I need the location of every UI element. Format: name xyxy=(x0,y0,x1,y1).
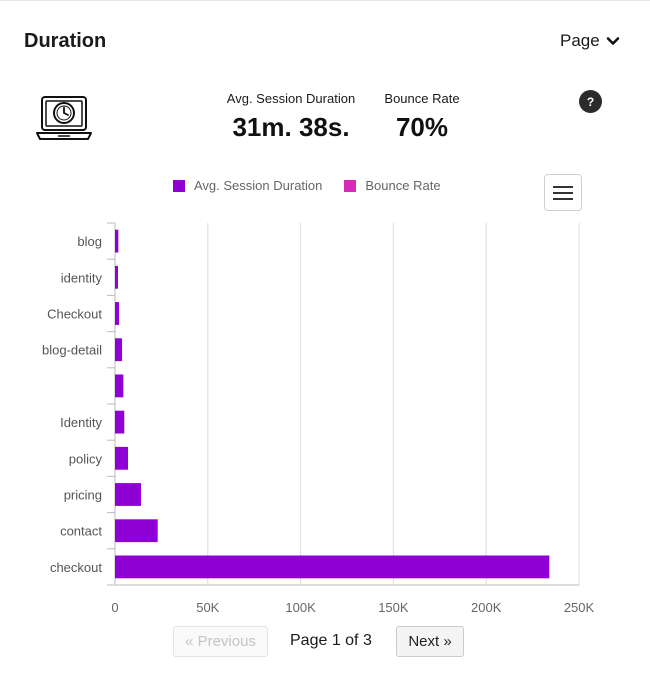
hamburger-icon-line xyxy=(553,185,573,188)
chart-legend: Avg. Session Duration Bounce Rate xyxy=(173,178,441,193)
next-button[interactable]: Next » xyxy=(396,626,464,657)
chart-menu-button[interactable] xyxy=(544,174,582,211)
page-dropdown[interactable]: Page xyxy=(560,31,620,51)
bar xyxy=(115,302,120,325)
category-label: identity xyxy=(61,270,103,285)
pagination: « Previous Page 1 of 3 Next » xyxy=(0,626,650,658)
x-tick-label: 150K xyxy=(378,600,409,615)
previous-button[interactable]: « Previous xyxy=(173,626,268,657)
page-dropdown-label: Page xyxy=(560,31,600,50)
bar xyxy=(115,555,550,579)
x-tick-label: 100K xyxy=(285,600,316,615)
hamburger-icon-line xyxy=(553,191,573,194)
chevron-down-icon xyxy=(606,37,620,45)
x-tick-label: 200K xyxy=(471,600,502,615)
category-label: contact xyxy=(60,524,102,539)
bounce-rate-value: 70% xyxy=(395,112,449,142)
hamburger-icon-line xyxy=(553,197,573,200)
category-label: pricing xyxy=(64,488,102,503)
avg-session-value: 31m. 38s. xyxy=(232,112,350,142)
category-label: Identity xyxy=(60,415,102,430)
bar xyxy=(115,483,141,506)
bar xyxy=(115,265,118,289)
help-icon[interactable]: ? xyxy=(579,90,602,113)
bar xyxy=(115,338,123,362)
avg-session-label: Avg. Session Duration xyxy=(226,91,356,106)
bar xyxy=(115,446,128,470)
bar xyxy=(115,410,125,434)
legend-swatch xyxy=(344,179,357,192)
x-tick-label: 50K xyxy=(196,600,219,615)
bar xyxy=(115,519,158,543)
x-tick-label: 250K xyxy=(564,600,595,615)
page-info: Page 1 of 3 xyxy=(290,632,372,649)
legend-swatch xyxy=(173,179,185,192)
bounce-rate-stat: Bounce Rate 70% xyxy=(374,91,470,143)
avg-session-stat: Avg. Session Duration 31m. 38s. xyxy=(215,91,367,143)
laptop-clock-icon xyxy=(36,96,92,140)
bar xyxy=(115,374,124,398)
bounce-rate-label: Bounce Rate xyxy=(384,91,460,106)
category-label: blog xyxy=(77,234,102,249)
legend-item-avg-session[interactable]: Avg. Session Duration xyxy=(173,178,322,193)
top-divider xyxy=(0,0,650,1)
legend-label: Avg. Session Duration xyxy=(194,178,323,193)
legend-label: Bounce Rate xyxy=(365,178,441,193)
category-label: blog-detail xyxy=(42,343,102,358)
category-label: policy xyxy=(69,451,103,466)
bar xyxy=(115,229,119,253)
panel-title: Duration xyxy=(24,30,107,52)
x-tick-label: 0 xyxy=(111,600,118,615)
category-label: Checkout xyxy=(47,307,102,322)
category-label: checkout xyxy=(50,560,102,575)
legend-item-bounce-rate[interactable]: Bounce Rate xyxy=(344,178,441,193)
